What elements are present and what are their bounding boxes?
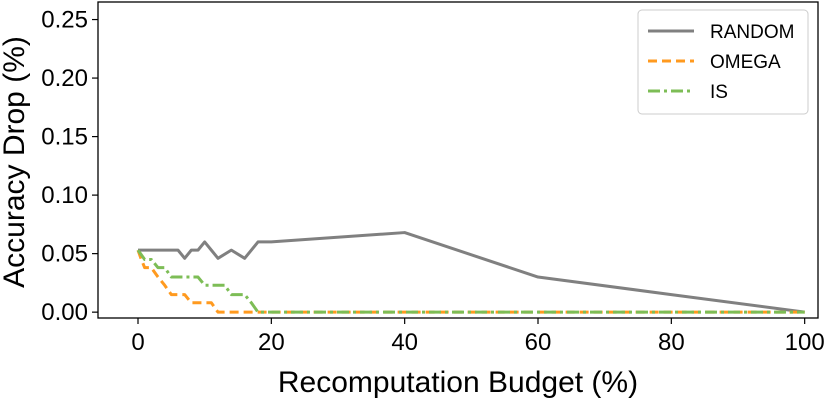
x-tick-label: 80 <box>658 329 685 356</box>
legend-box <box>637 9 809 115</box>
legend: RANDOM OMEGA IS <box>637 9 809 115</box>
x-tick-label: 20 <box>258 329 285 356</box>
ticks-layer: 0 20 40 60 80 100 0.00 0.05 0.10 0.15 0.20 0.25 <box>41 7 824 356</box>
x-tick-label: 100 <box>785 329 825 356</box>
y-tick-label: 0.05 <box>41 241 88 268</box>
x-tick-label: 0 <box>131 329 144 356</box>
series-line-is <box>136 249 805 314</box>
y-tick-label: 0.10 <box>41 182 88 209</box>
x-tick-label: 60 <box>525 329 552 356</box>
y-tick-label: 0.25 <box>41 7 88 34</box>
y-tick-label: 0.15 <box>41 124 88 151</box>
x-tick-label: 40 <box>391 329 418 356</box>
legend-label-omega: OMEGA <box>710 52 781 73</box>
series-line-omega <box>136 249 805 314</box>
y-axis-label: Accuracy Drop (%) <box>0 36 31 288</box>
series-layer <box>136 231 805 314</box>
legend-label-random: RANDOM <box>710 22 794 43</box>
series-line-random <box>138 231 805 314</box>
x-axis-label: Recomputation Budget (%) <box>278 366 638 399</box>
y-tick-label: 0.00 <box>41 299 88 326</box>
legend-label-is: IS <box>710 82 728 103</box>
y-tick-label: 0.20 <box>41 65 88 92</box>
plot-frame <box>97 1 819 319</box>
